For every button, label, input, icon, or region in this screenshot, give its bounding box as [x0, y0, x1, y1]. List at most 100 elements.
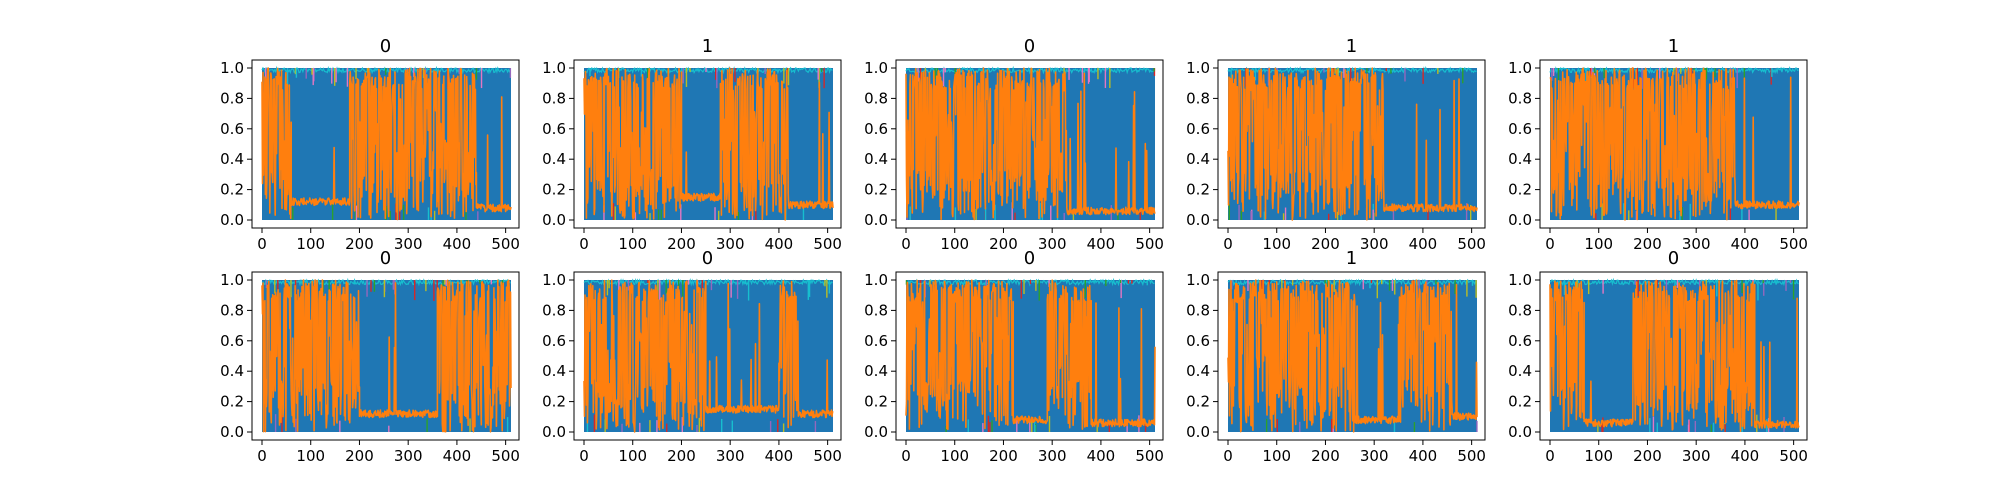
- y-tick-label: 1.0: [542, 59, 566, 77]
- y-tick-label: 0.0: [542, 423, 566, 441]
- subplot-title: 1: [1668, 36, 1679, 57]
- x-tick-label: 300: [1682, 447, 1711, 465]
- y-tick-label: 0.6: [542, 120, 566, 138]
- subplot-title: 0: [1024, 248, 1035, 269]
- axes-frame: [251, 59, 520, 229]
- series-orange-line: [1549, 279, 1800, 432]
- y-tick-label: 0.2: [864, 393, 888, 411]
- x-tick-label: 200: [667, 447, 696, 465]
- axes-frame: [1217, 59, 1486, 229]
- y-tick-label: 0.8: [1508, 301, 1532, 319]
- subplot-1: 0 0.0 0.2 0.4 0.6 0.8 1.0 0 100 200 300 400 500: [220, 36, 520, 253]
- x-tick-label: 500: [491, 447, 520, 465]
- x-tick-label: 500: [813, 235, 842, 253]
- x-tick-label: 300: [394, 447, 423, 465]
- x-tick-label: 100: [1584, 447, 1613, 465]
- x-tick-label: 300: [394, 235, 423, 253]
- series-orange-line: [583, 279, 834, 433]
- y-tick-label: 0.2: [220, 393, 244, 411]
- y-tick-label: 0.0: [220, 211, 244, 229]
- series-cyan-line: [905, 65, 1155, 75]
- y-tick-label: 0.4: [220, 150, 244, 168]
- x-tick-label: 200: [345, 235, 374, 253]
- y-tick-label: 1.0: [1186, 271, 1210, 289]
- x-tick-label: 300: [716, 447, 745, 465]
- plot-area: [261, 277, 512, 433]
- subplot-title: 0: [702, 248, 713, 269]
- y-tick-label: 0.8: [542, 89, 566, 107]
- y-tick-label: 0.4: [220, 362, 244, 380]
- x-tick-label: 100: [296, 235, 325, 253]
- x-tick-label: 500: [1135, 447, 1164, 465]
- series-orange-line: [261, 67, 512, 221]
- x-tick-label: 200: [1311, 235, 1340, 253]
- y-tick-label: 0.4: [542, 150, 566, 168]
- y-tick-label: 0.8: [542, 301, 566, 319]
- x-tick-label: 100: [296, 447, 325, 465]
- y-tick-label: 1.0: [1508, 59, 1532, 77]
- y-tick-label: 1.0: [864, 59, 888, 77]
- subplot-9: 1 0.0 0.2 0.4 0.6 0.8 1.0 0 100 200 300 400 500: [1186, 248, 1486, 465]
- y-tick-label: 0.4: [864, 150, 888, 168]
- y-tick-label: 0.0: [1508, 423, 1532, 441]
- y-tick-label: 0.8: [1186, 89, 1210, 107]
- y-tick-label: 0.2: [864, 181, 888, 199]
- x-tick-label: 200: [1311, 447, 1340, 465]
- y-tick-label: 0.6: [220, 120, 244, 138]
- subplot-6: 0 0.0 0.2 0.4 0.6 0.8 1.0 0 100 200 300 400 500: [220, 248, 520, 465]
- x-tick-label: 0: [1545, 235, 1555, 253]
- subplot-title: 1: [1346, 248, 1357, 269]
- x-tick-label: 100: [618, 235, 647, 253]
- y-tick-label: 0.8: [220, 301, 244, 319]
- x-tick-label: 0: [901, 235, 911, 253]
- plot-area: [1549, 66, 1800, 221]
- y-tick-label: 0.2: [1186, 393, 1210, 411]
- y-tick-label: 1.0: [864, 271, 888, 289]
- plot-area: [583, 65, 834, 221]
- x-tick-label: 500: [1135, 235, 1164, 253]
- axes-frame: [1539, 59, 1808, 229]
- x-tick-label: 0: [579, 447, 589, 465]
- y-tick-label: 0.6: [542, 332, 566, 350]
- subplot-title: 0: [380, 248, 391, 269]
- x-tick-label: 200: [667, 235, 696, 253]
- x-tick-label: 300: [1360, 447, 1389, 465]
- y-tick-label: 0.4: [864, 362, 888, 380]
- series-orange-line: [261, 279, 512, 433]
- subplot-7: 0 0.0 0.2 0.4 0.6 0.8 1.0 0 100 200 300 400 500: [542, 248, 842, 465]
- x-tick-label: 500: [1457, 235, 1486, 253]
- y-tick-label: 0.6: [864, 332, 888, 350]
- x-tick-label: 400: [1087, 447, 1116, 465]
- y-tick-label: 0.8: [1186, 301, 1210, 319]
- plot-area: [1227, 65, 1478, 221]
- y-tick-label: 0.0: [542, 211, 566, 229]
- x-tick-label: 100: [1262, 447, 1291, 465]
- y-tick-label: 0.2: [1508, 181, 1532, 199]
- y-tick-label: 0.6: [1508, 120, 1532, 138]
- y-tick-label: 0.2: [1508, 393, 1532, 411]
- x-tick-label: 200: [989, 447, 1018, 465]
- y-tick-label: 1.0: [1186, 59, 1210, 77]
- y-tick-label: 0.2: [220, 181, 244, 199]
- x-tick-label: 400: [765, 447, 794, 465]
- subplot-5: 1 0.0 0.2 0.4 0.6 0.8 1.0 0 100 200 300 400 500: [1508, 36, 1808, 253]
- plot-area: [1549, 277, 1800, 432]
- y-tick-label: 0.0: [864, 423, 888, 441]
- y-tick-label: 0.4: [1186, 150, 1210, 168]
- y-tick-label: 0.4: [542, 362, 566, 380]
- y-tick-label: 0.6: [864, 120, 888, 138]
- series-orange-line: [905, 67, 1156, 221]
- y-tick-label: 0.4: [1508, 150, 1532, 168]
- y-tick-label: 0.8: [864, 301, 888, 319]
- series-orange-line: [1549, 67, 1800, 221]
- x-tick-label: 500: [813, 447, 842, 465]
- series-orange-line: [583, 67, 834, 221]
- axes-frame: [251, 271, 520, 441]
- x-tick-label: 100: [1262, 235, 1291, 253]
- y-tick-label: 0.8: [864, 89, 888, 107]
- x-tick-label: 0: [257, 235, 267, 253]
- x-tick-label: 100: [618, 447, 647, 465]
- subplot-title: 1: [1346, 36, 1357, 57]
- x-tick-label: 0: [1545, 447, 1555, 465]
- x-tick-label: 300: [716, 235, 745, 253]
